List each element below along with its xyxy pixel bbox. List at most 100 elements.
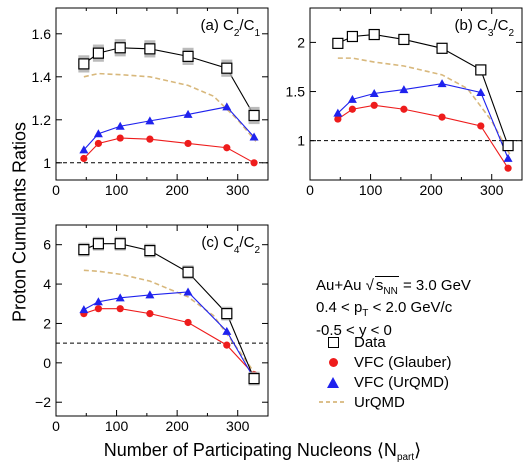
- vfc-glauber-point: [438, 113, 446, 121]
- data-point: [114, 42, 126, 54]
- y-tick-label: 1.2: [32, 112, 52, 128]
- vfc-urqmd-line: [83, 291, 255, 379]
- vfc-urqmd-point: [222, 326, 232, 335]
- vfc-glauber-point: [250, 159, 258, 167]
- panel-title: (b) C3/C2: [455, 17, 515, 39]
- vfc-glauber-point: [223, 341, 231, 349]
- panel-title: (a) C2/C1: [201, 17, 261, 39]
- vfc-glauber-point: [334, 115, 342, 123]
- urqmd-curve: [83, 72, 257, 142]
- y-tick-label: 4: [43, 276, 51, 292]
- vfc-urqmd-point: [503, 153, 513, 162]
- y-tick-label: −2: [35, 394, 51, 410]
- vfc-urqmd-point: [79, 305, 89, 314]
- vfc-urqmd-point: [249, 132, 259, 141]
- collision-system-label: Au+Au √ sNN = 3.0 GeV: [316, 276, 471, 297]
- x-tick-label: 0: [52, 182, 60, 198]
- vfc-glauber-point: [477, 122, 485, 130]
- y-tick-label: 1.6: [32, 26, 52, 42]
- legend-item-vfc-glauber: VFC (Glauber): [318, 352, 452, 372]
- vfc-glauber-point: [184, 139, 192, 148]
- y-tick-label: 1.5: [286, 84, 306, 100]
- data-point: [248, 109, 260, 122]
- legend-item-urqmd: UrQMD: [318, 392, 405, 412]
- panel-frame: [55, 224, 269, 417]
- vfc-urqmd-point: [93, 129, 103, 138]
- data-point: [398, 33, 410, 46]
- vfc-glauber-point: [116, 134, 124, 142]
- x-tick-label: 0: [306, 182, 314, 198]
- x-tick-label: 0: [52, 418, 60, 434]
- vfc-urqmd-point: [369, 89, 379, 98]
- vfc-urqmd-point: [222, 102, 232, 111]
- x-tick-label: 300: [480, 182, 504, 198]
- vfc-glauber-point: [348, 105, 356, 113]
- vfc-glauber-point: [370, 101, 378, 109]
- urqmd-curve: [337, 57, 511, 155]
- open-square-marker-icon: [318, 332, 348, 352]
- panel-title: (c) C4/C2: [201, 234, 260, 256]
- vfc-glauber-point: [94, 139, 102, 148]
- vfc-glauber-point: [146, 310, 154, 318]
- vfc-urqmd-point: [145, 116, 155, 125]
- data-point: [78, 244, 90, 256]
- vfc-urqmd-point: [115, 293, 125, 302]
- legend-item-vfc-urqmd: VFC (UrQMD): [318, 372, 449, 392]
- data-point: [144, 244, 156, 257]
- x-tick-label: 100: [359, 182, 383, 198]
- vfc-urqmd-point: [183, 109, 193, 118]
- y-tick-label: 6: [43, 237, 51, 253]
- legend-item-data: Data: [318, 332, 386, 352]
- red-circle-marker-icon: [318, 352, 348, 372]
- data-point: [182, 266, 194, 278]
- data-point: [248, 372, 260, 385]
- vfc-glauber-point: [400, 105, 408, 113]
- vfc-glauber-point: [223, 144, 231, 152]
- vfc-glauber-point: [184, 318, 192, 327]
- panel-frame: [309, 7, 523, 181]
- x-tick-label: 200: [419, 182, 443, 198]
- vfc-urqmd-point: [79, 145, 89, 154]
- vfc-urqmd-point: [93, 297, 103, 306]
- data-point: [114, 238, 126, 250]
- x-tick-label: 200: [165, 182, 189, 198]
- rapidity-range-label: -0.5 < y < 0: [316, 322, 392, 339]
- vfc-urqmd-point: [333, 108, 343, 117]
- y-tick-label: 0: [43, 355, 51, 371]
- vfc-urqmd-point: [115, 121, 125, 130]
- data-point: [78, 58, 90, 70]
- legend-label-data: Data: [354, 333, 386, 351]
- data-point: [502, 140, 514, 152]
- urqmd-curve: [83, 269, 257, 376]
- vfc-urqmd-point: [183, 287, 193, 296]
- data-point: [144, 43, 156, 55]
- legend-label-urqmd: UrQMD: [354, 393, 405, 411]
- y-tick-label: 1: [43, 155, 51, 171]
- data-point: [436, 42, 448, 54]
- legend-label-vfc-urqmd: VFC (UrQMD): [354, 373, 449, 391]
- vfc-glauber-point: [146, 135, 154, 143]
- panel-a: 0 100 200 300 1 1.2 1.4 1.6 (a) C2/C1: [32, 7, 269, 198]
- data-line: [83, 47, 255, 116]
- panel-frame: [55, 7, 269, 181]
- data-point: [92, 238, 105, 250]
- vfc-glauber-point: [94, 305, 102, 313]
- data-point: [368, 28, 380, 41]
- x-axis-title: Number of Participating Nucleons ⟨Npart⟩: [103, 440, 422, 463]
- vfc-glauber-point: [504, 164, 512, 172]
- data-point: [92, 47, 105, 59]
- pt-range-label: 0.4 < pT < 2.0 GeV/c: [316, 299, 453, 319]
- vfc-urqmd-point: [347, 94, 357, 103]
- legend-label-vfc-glauber: VFC (Glauber): [354, 353, 452, 371]
- x-tick-label: 300: [226, 182, 250, 198]
- vfc-glauber-point: [116, 305, 124, 313]
- blue-triangle-marker-icon: [318, 372, 348, 392]
- vfc-urqmd-line: [83, 106, 255, 151]
- vfc-glauber-line: [337, 104, 509, 169]
- y-axis-title: Proton Cumulants Ratios: [9, 121, 30, 323]
- x-tick-label: 300: [226, 418, 250, 434]
- vfc-urqmd-point: [399, 85, 409, 94]
- data-point: [346, 30, 358, 43]
